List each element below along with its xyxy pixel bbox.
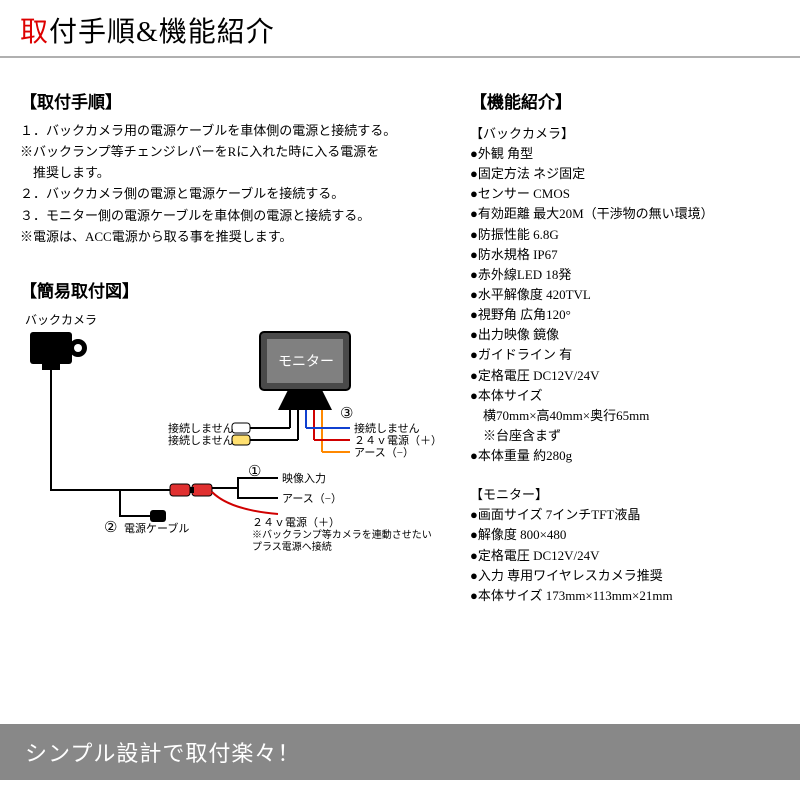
svg-text:③: ③ — [340, 406, 353, 422]
svg-text:モニター: モニター — [278, 354, 334, 370]
svg-text:２４ｖ電源（＋）: ２４ｖ電源（＋） — [252, 515, 340, 529]
monitor-spec-list: ●画面サイズ 7インチTFT液晶●解像度 800×480●定格電圧 DC12V/… — [470, 505, 780, 606]
page-title: 取付手順&機能紹介 — [0, 0, 800, 58]
wiring-diagram: バックカメラモニター接続しません接続しません接続しません２４ｖ電源（＋）アース（… — [20, 310, 450, 570]
svg-text:接続しません: 接続しません — [168, 421, 234, 435]
svg-text:接続しません: 接続しません — [354, 421, 420, 435]
feature-header: 【機能紹介】 — [470, 88, 780, 113]
svg-text:２４ｖ電源（＋）: ２４ｖ電源（＋） — [354, 433, 442, 447]
left-column: 【取付手順】 １．バックカメラ用の電源ケーブルを車体側の電源と接続する。※バック… — [20, 88, 450, 606]
right-column: 【機能紹介】 【バックカメラ】 ●外観 角型●固定方法 ネジ固定●センサー CM… — [470, 88, 780, 606]
svg-text:電源ケーブル: 電源ケーブル — [124, 521, 189, 535]
svg-text:アース（−）: アース（−） — [282, 492, 342, 505]
svg-text:バックカメラ: バックカメラ — [25, 313, 97, 327]
svg-text:①: ① — [248, 464, 261, 480]
svg-text:②: ② — [104, 520, 117, 536]
diagram-header: 【簡易取付図】 — [20, 277, 450, 302]
footer-banner: シンプル設計で取付楽々！ — [0, 724, 800, 780]
svg-text:接続しません: 接続しません — [168, 433, 234, 447]
monitor-subheader: 【モニター】 — [470, 484, 780, 503]
camera-spec-list: ●外観 角型●固定方法 ネジ固定●センサー CMOS●有効距離 最大20M（干渉… — [470, 144, 780, 466]
svg-text:※バックランプ等カメラを連動させたい: ※バックランプ等カメラを連動させたい — [252, 528, 432, 541]
diagram-svg: バックカメラモニター接続しません接続しません接続しません２４ｖ電源（＋）アース（… — [20, 310, 450, 570]
title-accent: 取 — [20, 17, 49, 48]
camera-subheader: 【バックカメラ】 — [470, 123, 780, 142]
install-header: 【取付手順】 — [20, 88, 450, 113]
svg-text:プラス電源へ接続: プラス電源へ接続 — [252, 540, 332, 553]
svg-text:映像入力: 映像入力 — [282, 472, 326, 485]
svg-text:アース（−）: アース（−） — [354, 446, 414, 459]
install-steps: １．バックカメラ用の電源ケーブルを車体側の電源と接続する。※バックランプ等チェン… — [20, 121, 450, 247]
title-rest: 付手順&機能紹介 — [49, 17, 275, 48]
content: 【取付手順】 １．バックカメラ用の電源ケーブルを車体側の電源と接続する。※バック… — [0, 58, 800, 606]
